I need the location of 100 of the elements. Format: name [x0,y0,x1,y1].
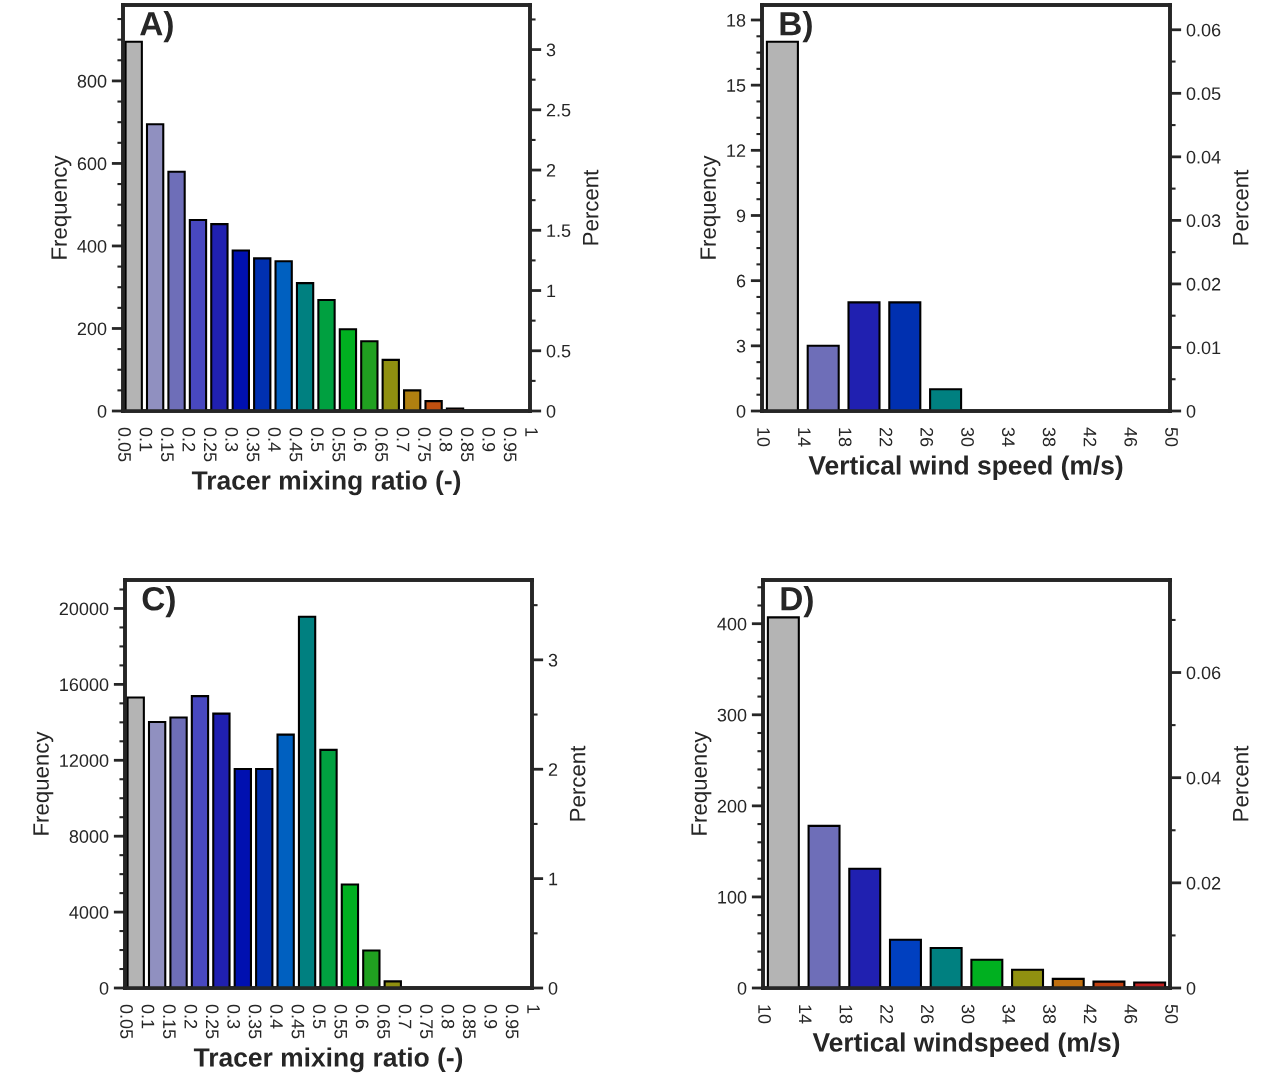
y2-axis-title: Percent [583,169,599,245]
x-tick-label: 1 [527,1005,540,1014]
y2-tick-label: 1.5 [547,224,571,238]
x-tick-label: 10 [758,1005,771,1024]
y-tick-label: 0 [99,981,109,995]
x-tick-label: 0.35 [248,1004,262,1039]
y-axis-title: Frequency [691,731,712,835]
y-tick-label: 9 [736,209,746,223]
y2-tick-label: 0.02 [1186,277,1221,291]
y2-tick-label: 0.06 [1186,666,1221,680]
x-tick-label: 46 [1124,427,1138,447]
y2-tick-label: 0.5 [546,344,571,358]
x-tick-label: 0.85 [462,1004,476,1039]
x-tick-label: 0.5 [310,427,324,452]
y-tick-label: 300 [717,708,747,722]
y-tick-label: 400 [717,617,747,631]
y-axis-title: Frequency [33,731,54,835]
x-tick-label: 0.55 [334,1004,348,1039]
x-tick-label: 30 [961,1004,975,1024]
x-tick-label: 0.15 [163,1004,176,1039]
y2-tick-label: 1 [547,284,556,298]
x-tick-label: 0.65 [375,427,388,462]
y-tick-label: 4000 [69,906,109,919]
y-tick-label: 15 [727,79,746,92]
x-tick-label: 0.35 [246,427,260,462]
x-tick-label: 0.3 [227,1004,241,1029]
x-tick-label: 34 [1001,427,1015,447]
y-tick-label: 3 [736,339,746,353]
x-tick-label: 50 [1165,427,1178,447]
x-tick-label: 0.65 [377,1004,390,1039]
y-tick-label: 600 [77,157,107,171]
y2-tick-label: 1 [549,872,558,886]
x-tick-label: 0.75 [420,1004,433,1039]
x-tick-label: 26 [920,427,934,447]
x-tick-label: 0.45 [289,427,303,462]
x-tick-label: 14 [798,428,811,447]
chart-title: D) [781,586,813,618]
x-tick-label: 0.7 [396,427,410,452]
y-tick-label: 20000 [59,602,109,616]
x-tick-label: 42 [1083,1004,1097,1024]
y2-axis-title: Percent [1233,745,1249,821]
y-tick-label: 0 [97,404,107,418]
y-tick-label: 6 [736,274,746,288]
x-axis-title: Vertical windspeed (m/s) [812,1032,1120,1057]
x-tick-label: 0.7 [398,1004,412,1029]
y2-tick-label: 3 [546,43,556,57]
x-tick-label: 0.8 [441,1004,455,1029]
y-tick-label: 0 [737,981,747,995]
x-tick-label: 38 [1043,1004,1056,1024]
x-tick-label: 50 [1165,1004,1178,1024]
x-tick-label: 0.9 [482,427,496,452]
x-axis-title: Tracer mixing ratio (-) [191,470,461,496]
x-tick-label: 10 [757,428,770,447]
x-tick-label: 0.45 [291,1004,305,1039]
x-tick-label: 0.75 [418,427,431,462]
y2-tick-label: 0 [548,981,558,995]
y2-tick-label: 0.01 [1186,341,1221,355]
x-tick-label: 1 [525,428,538,437]
chart-title: B) [780,11,812,43]
y-tick-label: 8000 [69,830,109,843]
x-tick-label: 0.1 [141,1004,155,1029]
x-tick-label: 30 [961,427,974,447]
y-tick-label: 16000 [60,678,109,692]
y2-tick-label: 0 [546,404,556,418]
y-tick-label: 12000 [60,754,109,767]
x-tick-label: 0.6 [355,1004,369,1029]
y2-tick-label: 0.06 [1186,23,1221,37]
y-tick-label: 800 [77,74,107,88]
y2-tick-label: 0 [1186,981,1196,995]
y2-tick-label: 3 [548,653,558,667]
y2-axis-title: Percent [569,745,586,821]
y2-tick-label: 0.03 [1186,214,1221,228]
x-tick-label: 0.05 [120,1004,133,1039]
x-tick-label: 0.15 [161,427,174,462]
y-axis-title: Frequency [51,155,72,259]
x-tick-label: 42 [1083,427,1097,447]
y-axis-title: Frequency [700,155,721,259]
x-tick-label: 0.05 [118,427,131,462]
x-tick-label: 0.5 [312,1004,326,1029]
x-tick-label: 0.1 [139,427,153,452]
x-axis-title: Tracer mixing ratio (-) [193,1047,463,1073]
x-tick-label: 14 [799,1005,812,1024]
y-tick-label: 100 [718,890,747,904]
x-tick-label: 0.9 [484,1004,498,1029]
y-tick-label: 18 [727,13,746,27]
y2-tick-label: 0.05 [1186,87,1221,101]
x-tick-label: 18 [838,428,852,447]
x-tick-label: 34 [1002,1004,1016,1024]
y2-tick-label: 2.5 [546,103,571,117]
chart-title: C) [142,586,175,618]
x-tick-label: 0.3 [225,427,239,452]
y2-tick-label: 0 [1186,404,1196,418]
x-tick-label: 0.25 [203,427,217,462]
x-tick-label: 0.2 [184,1004,198,1029]
y2-tick-label: 2 [546,163,556,177]
y2-axis-title: Percent [1233,169,1249,245]
y2-tick-label: 0.04 [1186,150,1221,164]
x-tick-label: 0.2 [182,427,196,452]
y-tick-label: 400 [77,239,107,253]
x-tick-label: 38 [1042,427,1056,447]
